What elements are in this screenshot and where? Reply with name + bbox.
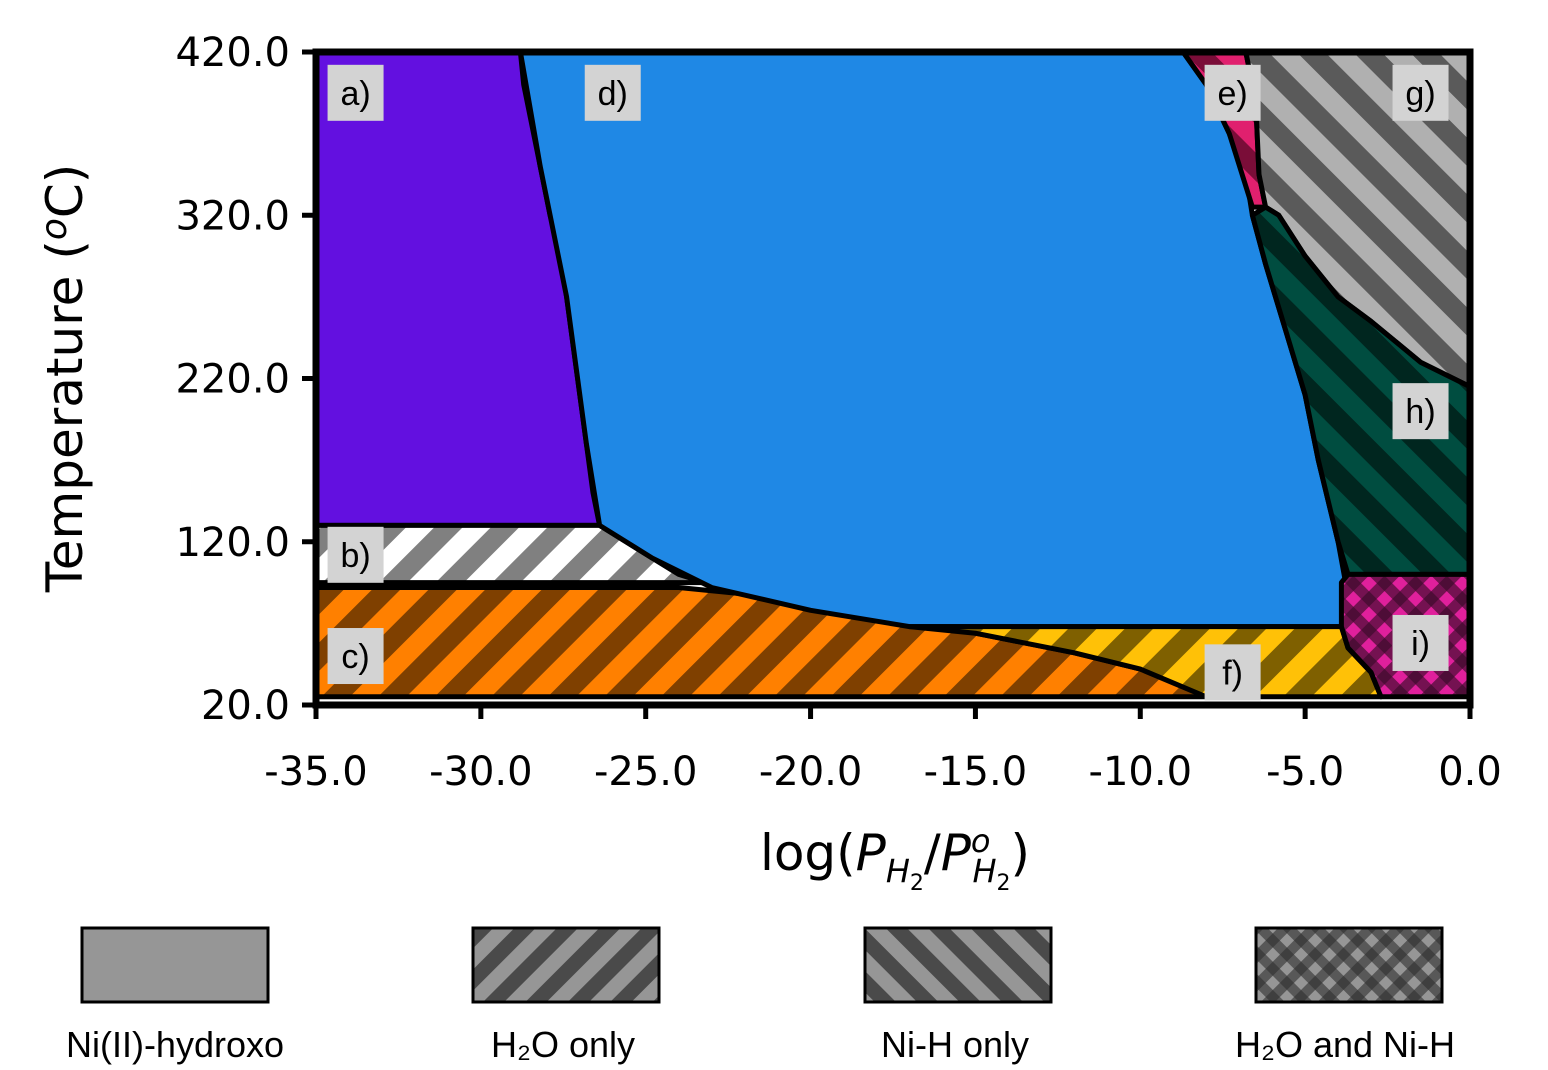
region-label-bg-e xyxy=(1204,64,1261,121)
x-tick-label: -35.0 xyxy=(264,749,368,795)
region-label-g: g) xyxy=(1405,75,1435,113)
x-tick-label: -5.0 xyxy=(1266,749,1344,795)
y-tick-label: 420.0 xyxy=(175,30,290,76)
region-label-c: c) xyxy=(341,638,369,676)
region-labels-layer: a) b) c) d) e) f) g) h) i) xyxy=(327,64,1449,701)
region-label-bg-a xyxy=(327,64,384,121)
region-label-bg-f xyxy=(1204,644,1261,701)
region-label-bg-b xyxy=(327,526,384,583)
y-tick-label: 120.0 xyxy=(175,520,290,566)
x-axis-label: log(PH2/Po H2) xyxy=(760,822,1030,896)
region-label-bg-g xyxy=(1392,64,1449,121)
legend-label: Ni-H only xyxy=(881,1024,1029,1065)
x-tick-label: -10.0 xyxy=(1089,749,1193,795)
axis-ticks: -35.0 -30.0 -25.0 -20.0 -15.0 -10.0 -5.0 0.0 20.… xyxy=(175,30,1501,795)
region-label-f: f) xyxy=(1222,654,1243,692)
y-tick-label: 320.0 xyxy=(175,193,290,239)
legend-swatch xyxy=(471,926,661,1004)
x-tick-label: -15.0 xyxy=(924,749,1028,795)
x-tick-label: -20.0 xyxy=(759,749,863,795)
region-label-h: h) xyxy=(1405,393,1435,431)
region-label-d: d) xyxy=(598,75,628,113)
legend-label: Ni(II)-hydroxo xyxy=(66,1024,284,1065)
y-tick-label: 220.0 xyxy=(175,357,290,403)
region-label-bg-i xyxy=(1392,614,1449,671)
x-tick-label: -25.0 xyxy=(594,749,698,795)
y-axis-label: Temperature (oC) xyxy=(34,164,94,594)
legend-label: H₂O only xyxy=(491,1024,635,1065)
y-tick-label: 20.0 xyxy=(201,683,290,729)
region-label-i: i) xyxy=(1411,625,1430,663)
region-d xyxy=(517,52,1348,630)
region-label-bg-d xyxy=(584,64,641,121)
x-tick-label: 0.0 xyxy=(1438,749,1502,795)
legend-swatch xyxy=(1254,926,1444,1004)
region-label-b: b) xyxy=(340,537,370,575)
region-label-bg-h xyxy=(1392,383,1449,440)
regions-layer xyxy=(316,52,1470,700)
x-tick-label: -30.0 xyxy=(429,749,533,795)
legend-swatch xyxy=(863,926,1053,1004)
region-label-bg-c xyxy=(327,628,384,685)
region-label-e: e) xyxy=(1217,75,1247,113)
region-label-a: a) xyxy=(340,75,370,113)
legend-label: H₂O and Ni-H xyxy=(1235,1024,1455,1065)
legend-swatch xyxy=(80,926,270,1004)
legend: Ni(II)-hydroxo H₂O only Ni-H only H₂O and N… xyxy=(66,926,1455,1065)
